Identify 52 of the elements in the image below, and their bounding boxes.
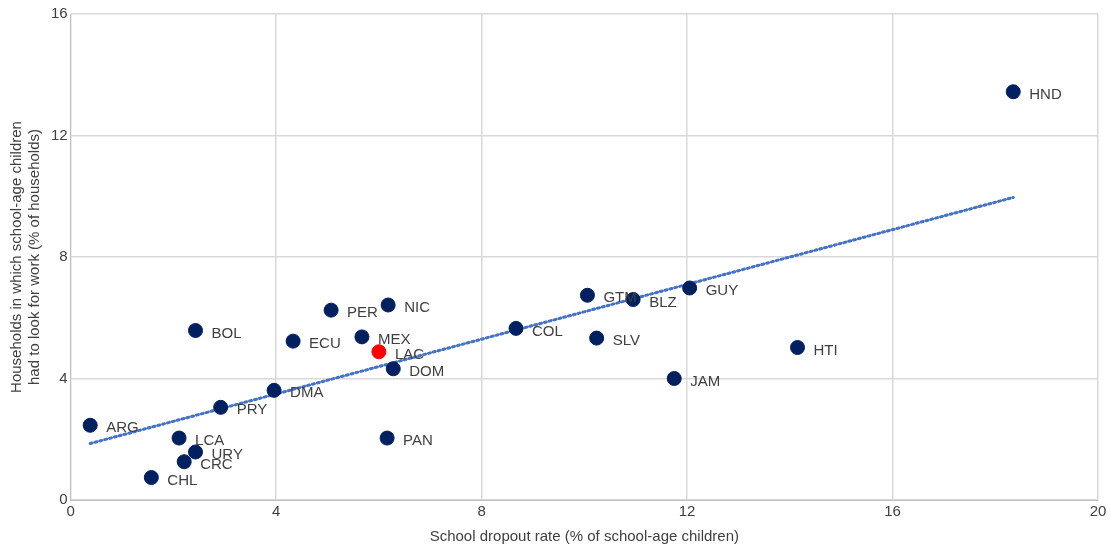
point xyxy=(176,454,192,470)
annotation: SLV xyxy=(612,331,640,349)
point xyxy=(589,330,605,346)
annotation: BLZ xyxy=(649,292,677,310)
point xyxy=(682,280,698,296)
annotation: ARG xyxy=(106,418,139,436)
point xyxy=(790,340,806,356)
point xyxy=(579,287,595,303)
y-tick-label: 12 xyxy=(51,125,68,143)
point xyxy=(82,417,98,433)
point xyxy=(385,361,401,377)
annotation: CHL xyxy=(167,470,198,488)
annotation: GUY xyxy=(705,281,739,299)
point xyxy=(285,333,301,349)
annotation: PAN xyxy=(403,431,433,449)
x-tick-label: 16 xyxy=(884,502,901,520)
x-axis-title: School dropout rate (% of school-age children) xyxy=(429,527,740,545)
y-tick-label: 4 xyxy=(59,368,68,386)
annotation: COL xyxy=(532,321,563,339)
point xyxy=(354,329,370,345)
y-tick-label: 8 xyxy=(59,247,68,265)
annotation: DOM xyxy=(409,361,445,379)
y-tick-label: 16 xyxy=(51,4,68,22)
point xyxy=(508,320,524,336)
point xyxy=(188,444,203,460)
point xyxy=(188,323,203,339)
annotation: BOL xyxy=(211,323,242,341)
annotation: NIC xyxy=(404,298,431,316)
annotation: PER xyxy=(347,303,379,321)
point xyxy=(266,382,282,398)
point xyxy=(666,371,682,386)
point xyxy=(379,430,395,446)
annotation: LCA xyxy=(195,431,225,449)
y-axis-title: Households in which school-age children had to look for work (% of households) xyxy=(7,121,43,393)
point xyxy=(213,399,229,415)
x-tick-label: 8 xyxy=(477,502,486,520)
x-tick-label: 20 xyxy=(1089,502,1107,520)
annotation: ECU xyxy=(309,334,341,352)
annotation: JAM xyxy=(690,371,721,389)
annotation: PRY xyxy=(236,400,268,418)
point xyxy=(1005,84,1021,100)
point xyxy=(171,430,187,446)
annotation: DMA xyxy=(290,383,324,401)
annotation: HND xyxy=(1029,84,1062,102)
annotation: HTI xyxy=(813,340,838,358)
point xyxy=(371,344,387,360)
point xyxy=(323,302,339,318)
x-tick-label: 12 xyxy=(678,502,696,520)
x-tick-label: 4 xyxy=(271,502,281,520)
point xyxy=(380,297,396,313)
y-tick-label: 0 xyxy=(59,490,68,508)
point xyxy=(143,470,159,486)
